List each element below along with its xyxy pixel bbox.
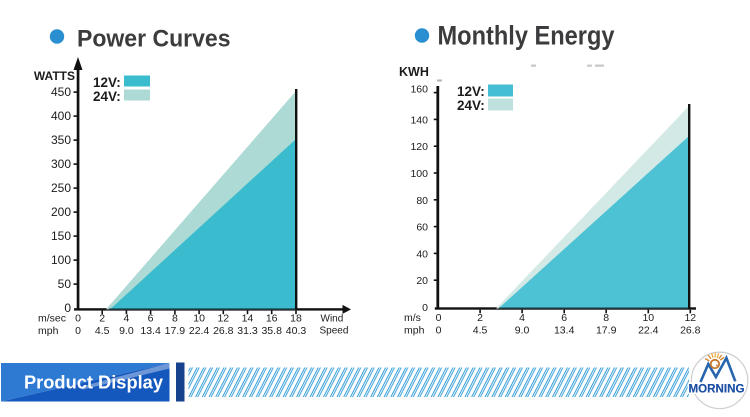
svg-text:300: 300: [51, 157, 71, 171]
svg-text:12V:: 12V:: [93, 75, 121, 90]
svg-text:0: 0: [436, 325, 442, 337]
svg-text:350: 350: [51, 133, 71, 147]
svg-text:14: 14: [242, 312, 254, 324]
svg-text:26.8: 26.8: [213, 325, 234, 337]
svg-text:6: 6: [148, 312, 154, 324]
svg-text:6: 6: [561, 312, 567, 324]
svg-text:2: 2: [99, 312, 105, 324]
svg-text:0: 0: [64, 301, 71, 315]
svg-text:160: 160: [410, 84, 428, 96]
svg-text:4.5: 4.5: [95, 325, 110, 337]
svg-text:10: 10: [193, 312, 205, 324]
svg-text:0: 0: [422, 302, 428, 314]
svg-text:24V:: 24V:: [93, 89, 121, 104]
svg-text:mph: mph: [404, 325, 425, 337]
svg-text:KWH: KWH: [399, 65, 429, 79]
svg-text:13.4: 13.4: [140, 325, 161, 337]
svg-text:Wind: Wind: [321, 314, 344, 325]
svg-text:150: 150: [51, 229, 71, 243]
svg-text:MORNING: MORNING: [689, 383, 745, 396]
svg-text:m/s: m/s: [404, 312, 421, 324]
svg-text:40: 40: [416, 248, 428, 260]
svg-text:16: 16: [266, 312, 278, 324]
svg-text:60: 60: [416, 222, 428, 234]
svg-text:80: 80: [416, 195, 428, 207]
svg-text:4.5: 4.5: [473, 325, 488, 337]
svg-text:20: 20: [416, 275, 428, 287]
svg-text:18: 18: [290, 312, 302, 324]
svg-text:35.8: 35.8: [261, 325, 282, 337]
svg-text:WATTS: WATTS: [34, 69, 75, 83]
svg-text:22.4: 22.4: [638, 325, 659, 337]
svg-text:200: 200: [51, 205, 71, 219]
svg-text:26.8: 26.8: [680, 325, 701, 337]
svg-text:m/sec: m/sec: [38, 312, 66, 324]
svg-text:9.0: 9.0: [119, 325, 134, 337]
svg-text:mph: mph: [38, 325, 59, 337]
svg-text:4: 4: [519, 312, 525, 324]
svg-text:140: 140: [410, 114, 428, 126]
svg-text:50: 50: [58, 277, 72, 291]
svg-text:100: 100: [51, 253, 71, 267]
svg-text:250: 250: [51, 181, 71, 195]
svg-text:0: 0: [436, 312, 442, 324]
svg-text:4: 4: [123, 312, 129, 324]
svg-text:10: 10: [642, 312, 654, 324]
svg-text:12V:: 12V:: [457, 84, 485, 99]
svg-text:0: 0: [75, 325, 81, 337]
svg-text:2: 2: [477, 312, 483, 324]
svg-text:13.4: 13.4: [554, 325, 575, 337]
svg-text:17.9: 17.9: [165, 325, 186, 337]
svg-text:17.9: 17.9: [596, 325, 617, 337]
svg-text:120: 120: [410, 141, 428, 153]
svg-text:8: 8: [603, 312, 609, 324]
svg-text:Product Display: Product Display: [24, 372, 164, 393]
svg-text:100: 100: [410, 168, 428, 180]
svg-text:8: 8: [172, 312, 178, 324]
svg-text:450: 450: [51, 85, 71, 99]
svg-text:0: 0: [75, 312, 81, 324]
svg-text:Speed: Speed: [320, 326, 349, 337]
svg-text:40.3: 40.3: [286, 325, 307, 337]
svg-text:Power Curves: Power Curves: [77, 26, 231, 53]
svg-text:31.3: 31.3: [237, 325, 258, 337]
svg-text:Monthly Energy: Monthly Energy: [438, 20, 615, 50]
svg-text:24V:: 24V:: [457, 98, 485, 113]
svg-text:12: 12: [217, 312, 229, 324]
svg-text:12: 12: [684, 312, 696, 324]
svg-text:22.4: 22.4: [189, 325, 210, 337]
svg-text:MORNING: MORNING: [689, 382, 745, 395]
svg-text:400: 400: [51, 109, 71, 123]
svg-text:9.0: 9.0: [515, 325, 530, 337]
